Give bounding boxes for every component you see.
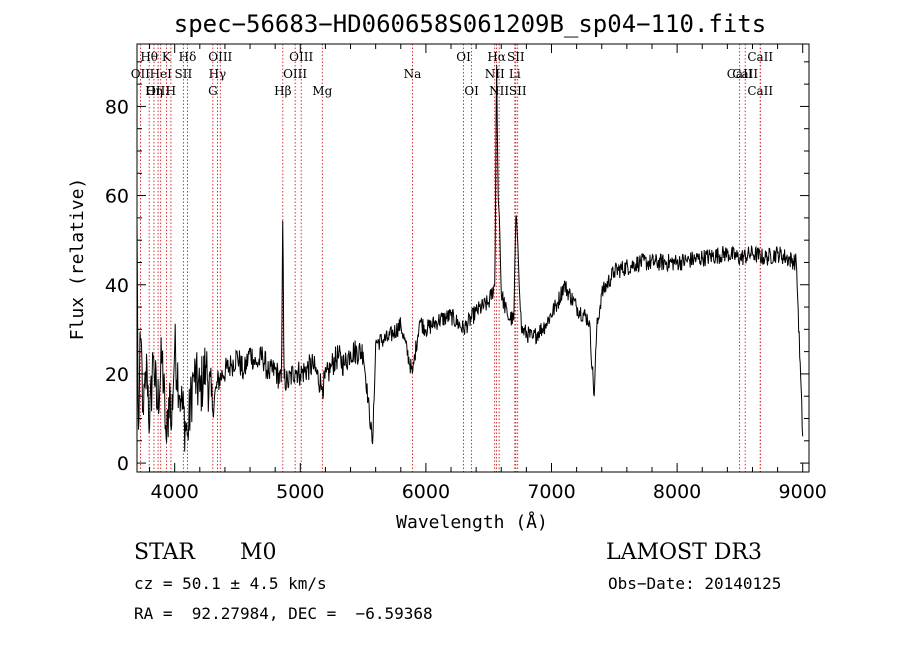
spectral-line-label: Hθ [140,50,158,64]
spectral-line-label: OIII [283,67,307,81]
spectral-line-label: CaII [747,84,773,98]
y-axis-label: Flux (relative) [67,178,88,341]
x-tick-label: 7000 [527,481,575,503]
spectral-line-label: Hγ [209,67,227,81]
x-tick-label: 4000 [151,481,199,503]
x-tick-label: 6000 [402,481,450,503]
spectral-line-label: K [162,50,172,64]
spectral-line-label: SII [509,84,527,98]
chart-title: spec−56683−HD060658S061209B_sp04−110.fit… [174,10,766,38]
object-subclass: M0 [240,540,277,565]
spectral-line-label: Hη [145,84,163,98]
spectral-line-label: Mg [312,84,332,98]
spectral-line-markers [139,44,761,472]
x-tick-label: 5000 [276,481,324,503]
y-axis-ticks: 0 20 40 60 80 [105,61,809,475]
spectral-line-label: Hα [487,50,506,64]
y-tick-label: 20 [105,364,129,386]
observation-date: Obs−Date: 20140125 [608,574,782,593]
spectrum-line [136,64,804,452]
spectral-line-label: HeI [150,67,173,81]
spectral-line-label: G [208,84,218,98]
spectral-line-label: OI [464,84,479,98]
spectral-line-label: OI [456,50,471,64]
spectral-line-label: OIII [208,50,232,64]
plot-frame [136,43,810,473]
spectral-line-label: H [166,84,176,98]
redshift-cz: cz = 50.1 ± 4.5 km/s [134,574,327,593]
spectral-line-label: NII [485,67,505,81]
y-tick-label: 0 [117,453,129,475]
spectral-line-label: Hδ [179,50,197,64]
x-axis-ticks: 4000 5000 6000 7000 8000 9000 [149,44,827,503]
spectral-line-label: SII [174,67,192,81]
survey-name: LAMOST DR3 [606,540,762,565]
y-tick-label: 40 [105,275,129,297]
spectral-line-label: Hβ [274,84,291,98]
spectral-line-label: OIII [146,84,170,98]
spectral-line-label: SII [507,50,525,64]
y-tick-label: 60 [105,186,129,208]
x-tick-label: 9000 [779,481,827,503]
x-tick-label: 8000 [653,481,701,503]
spectral-line-label: CaII [747,50,773,64]
spectral-line-label: NII [489,84,509,98]
spectral-line-label: CaII [732,67,758,81]
coordinates: RA = 92.27984, DEC = −6.59368 [134,604,433,623]
spectral-line-label: Li [509,67,521,81]
spectral-line-label: Na [404,67,422,81]
spectral-line-label: CaII [727,67,753,81]
object-class: STAR [134,540,195,565]
spectral-line-label: OIII [289,50,313,64]
x-axis-label: Wavelength (Å) [396,511,548,533]
y-tick-label: 80 [105,96,129,118]
spectral-line-label: OII [131,67,151,81]
